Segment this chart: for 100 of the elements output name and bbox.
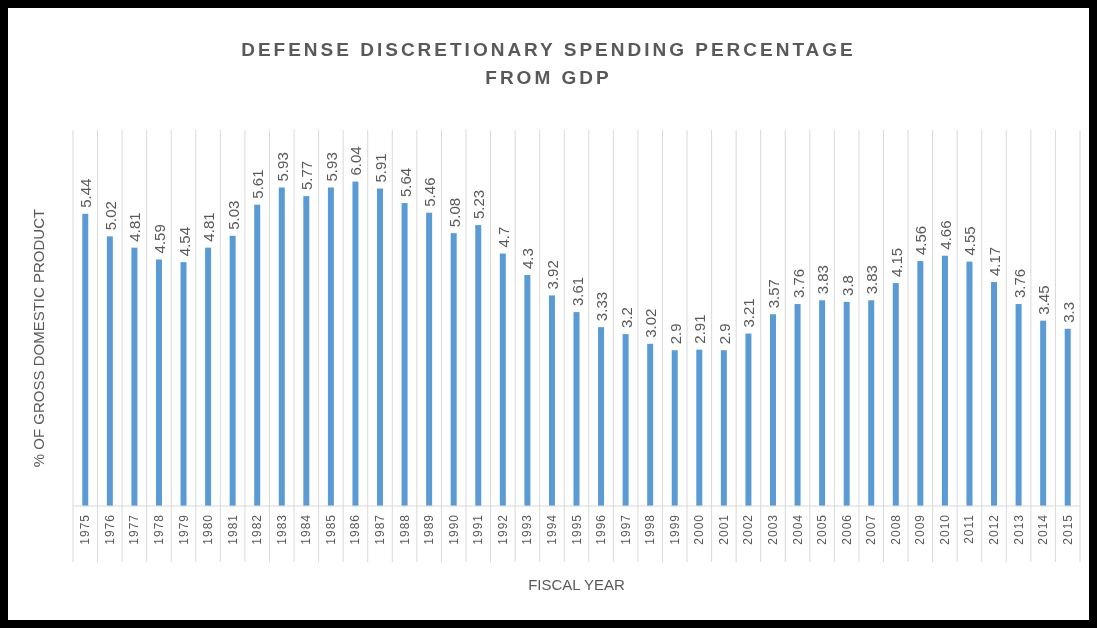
bar [524,275,531,506]
data-label: 4.81 [126,212,144,242]
data-label: 2.9 [666,323,684,345]
data-label: 4.7 [494,226,512,248]
bar [1040,320,1047,506]
bar [106,236,113,506]
x-tick-label: 2008 [888,514,903,545]
x-tick-label: 1990 [446,514,461,545]
bar [573,312,580,506]
x-tick-label: 1996 [594,514,609,545]
bar [229,235,236,506]
bar [745,333,752,506]
bar [1064,328,1071,506]
x-tick-label: 1976 [102,514,117,545]
bar [720,350,727,506]
x-tick-label: 1995 [569,514,584,545]
bar [82,213,89,506]
bar [254,204,261,506]
data-label: 4.59 [150,224,168,254]
bar [499,253,506,506]
data-label: 4.54 [175,226,193,257]
x-tick-label: 2007 [864,514,879,545]
x-tick-label: 1986 [348,514,363,545]
bar [426,212,433,506]
bar [647,343,654,506]
data-label: 3.61 [568,276,586,307]
data-label: 5.64 [396,167,414,198]
bar [303,196,310,506]
bar [205,247,212,506]
bar [892,283,899,506]
x-tick-label: 1998 [643,514,658,545]
data-label: 5.44 [77,178,95,208]
data-label: 5.61 [249,169,267,199]
bar [155,259,162,506]
x-tick-label: 1977 [127,514,142,545]
data-label: 3.92 [543,260,561,290]
x-axis-title: FISCAL YEAR [528,576,626,593]
bar [450,233,457,506]
data-label: 3.76 [1010,268,1028,299]
data-label: 3.8 [838,275,856,296]
data-label: 4.66 [936,220,954,250]
bar [278,187,285,506]
x-tick-label: 1999 [667,514,682,545]
bar [131,247,138,506]
data-label: 5.46 [421,177,439,207]
bar [819,300,826,506]
x-tick-label: 1987 [373,514,388,545]
data-label: 6.04 [347,146,365,176]
data-label: 4.15 [887,247,905,278]
bar [327,187,334,506]
bar [966,261,973,506]
x-tick-label: 1981 [225,514,240,545]
data-label: 5.93 [273,152,291,182]
bar [917,261,924,506]
x-tick-label: 2001 [716,514,731,545]
bar [377,188,384,506]
bar [671,350,678,506]
data-label: 5.02 [101,201,119,231]
bar [868,300,875,506]
x-tick-label: 2014 [1036,514,1051,545]
bar [991,282,998,506]
bar [769,314,776,506]
data-label: 5.08 [445,197,463,228]
bar [622,334,629,506]
x-tick-label: 2013 [1011,514,1026,545]
data-label: 3.83 [863,265,881,295]
data-label: 4.17 [986,246,1004,277]
x-tick-label: 1975 [78,514,93,545]
x-tick-label: 1994 [544,514,559,545]
data-label: 3.21 [740,298,758,328]
data-label: 3.83 [814,265,832,295]
bar [1015,304,1022,506]
x-tick-label: 2003 [765,514,780,545]
data-label: 3.3 [1059,301,1077,323]
x-tick-label: 1982 [250,514,265,545]
data-label: 5.03 [224,200,242,230]
bar [598,327,605,506]
data-label: 2.91 [691,314,709,344]
x-tick-label: 2000 [692,514,707,545]
bar [352,181,359,506]
x-tick-label: 2011 [962,514,977,544]
data-label: 3.57 [764,279,782,309]
data-label: 4.3 [519,248,537,270]
bar [794,304,801,506]
bar [180,262,187,506]
data-label: 3.33 [593,291,611,322]
bar [696,349,703,506]
data-label: 3.02 [642,308,660,338]
x-tick-label: 1993 [520,514,535,545]
x-tick-label: 1978 [151,514,166,545]
x-tick-label: 2012 [987,514,1002,545]
x-tick-label: 2005 [815,514,830,545]
x-tick-label: 1985 [323,514,338,545]
x-tick-label: 1988 [397,514,412,545]
data-label: 3.2 [617,307,635,329]
data-label: 5.77 [298,160,316,191]
x-tick-label: 2010 [937,514,952,545]
x-tick-label: 2006 [839,514,854,545]
x-tick-label: 1980 [201,514,216,545]
bar [941,255,948,506]
